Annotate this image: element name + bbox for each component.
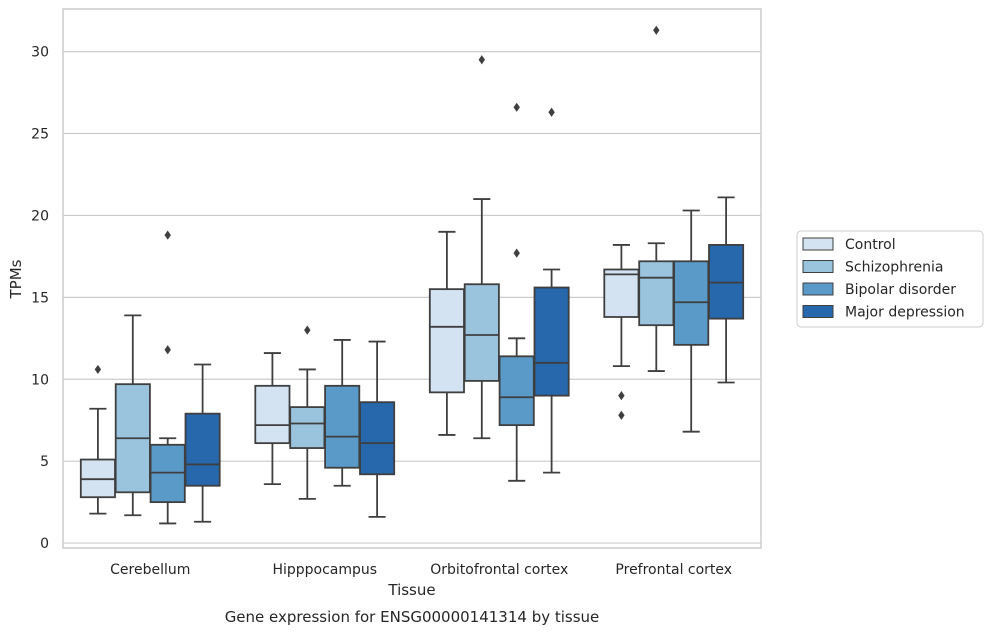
y-tick-label-0: 0 (40, 536, 49, 552)
box-major-depression-hipppocampus (359, 340, 396, 518)
legend-label: Schizophrenia (845, 260, 943, 276)
box-schizophrenia-cerebellum (114, 314, 151, 517)
outlier-point (94, 364, 102, 375)
legend: Control Schizophrenia Bipolar disorder Majo… (796, 230, 984, 328)
y-tick-label-25: 25 (31, 127, 49, 143)
outlier-point (618, 391, 625, 401)
legend-swatch (802, 305, 834, 318)
box-bipolar-disorder-prefrontal-cortex (673, 209, 710, 433)
legend-swatch (802, 282, 834, 296)
iqr-box (359, 401, 396, 476)
y-tick-label-5: 5 (40, 454, 49, 470)
iqr-box (603, 268, 640, 318)
iqr-box (289, 406, 326, 449)
x-tick-labels: Cerebellum Hipppocampus Orbitofrontal cort… (110, 562, 732, 578)
x-tick-label-cerebellum: Cerebellum (110, 562, 190, 578)
outlier-point (304, 325, 311, 335)
box-bipolar-disorder-cerebellum (149, 230, 186, 525)
x-tick-label-orbitofrontal-cortex: Orbitofrontal cortex (430, 562, 568, 578)
y-tick-label-10: 10 (31, 372, 49, 388)
boxes (79, 25, 745, 525)
box-control-orbitofrontal-cortex (428, 230, 465, 436)
chart-caption: Gene expression for ENSG00000141314 by t… (225, 608, 600, 626)
legend-item-major-depression: Major depression (802, 305, 965, 321)
legend-label: Control (845, 237, 896, 253)
y-axis-label: TPMs (7, 259, 25, 299)
iqr-box (463, 283, 500, 382)
legend-swatch (802, 237, 834, 251)
box-major-depression-cerebellum (184, 363, 221, 523)
outlier-point (548, 107, 555, 117)
legend-label: Bipolar disorder (845, 282, 956, 298)
legend-label: Major depression (845, 305, 965, 321)
box-schizophrenia-orbitofrontal-cortex (463, 55, 500, 440)
iqr-box (638, 260, 675, 327)
y-tick-label-30: 30 (31, 45, 49, 61)
iqr-box (254, 384, 291, 445)
box-control-hipppocampus (254, 352, 291, 486)
outlier-point (653, 25, 660, 35)
box-major-depression-prefrontal-cortex (708, 196, 745, 384)
x-axis-label: Tissue (387, 581, 435, 599)
box-bipolar-disorder-orbitofrontal-cortex (498, 102, 535, 482)
legend-item-bipolar-disorder: Bipolar disorder (802, 282, 956, 298)
iqr-box (324, 384, 361, 469)
iqr-box (184, 412, 221, 487)
outlier-point (513, 248, 520, 258)
box-schizophrenia-hipppocampus (289, 325, 326, 500)
x-tick-label-prefrontal-cortex: Prefrontal cortex (615, 562, 732, 578)
plot-frame (62, 8, 762, 549)
iqr-box (498, 355, 535, 427)
legend-frame (796, 230, 984, 328)
legend-item-schizophrenia: Schizophrenia (802, 260, 943, 276)
iqr-box (533, 286, 570, 397)
iqr-box (428, 288, 465, 394)
x-tick-label-hipppocampus: Hipppocampus (272, 562, 377, 578)
y-tick-label-15: 15 (31, 290, 49, 306)
outlier-point (164, 345, 171, 355)
outlier-point (164, 230, 171, 240)
legend-items: Control Schizophrenia Bipolar disorder Majo… (802, 237, 965, 321)
legend-item-control: Control (802, 237, 896, 253)
legend-swatch (802, 260, 834, 273)
box-major-depression-orbitofrontal-cortex (533, 107, 570, 474)
outlier-point (478, 55, 485, 65)
box-control-prefrontal-cortex (603, 244, 640, 420)
box-control-cerebellum (79, 364, 116, 515)
box-bipolar-disorder-hipppocampus (324, 339, 361, 487)
outlier-point (618, 410, 625, 420)
outlier-point (513, 102, 520, 112)
y-tick-labels: 0 5 10 15 20 25 30 (31, 45, 49, 552)
box-schizophrenia-prefrontal-cortex (638, 25, 675, 372)
y-tick-label-20: 20 (31, 208, 49, 224)
